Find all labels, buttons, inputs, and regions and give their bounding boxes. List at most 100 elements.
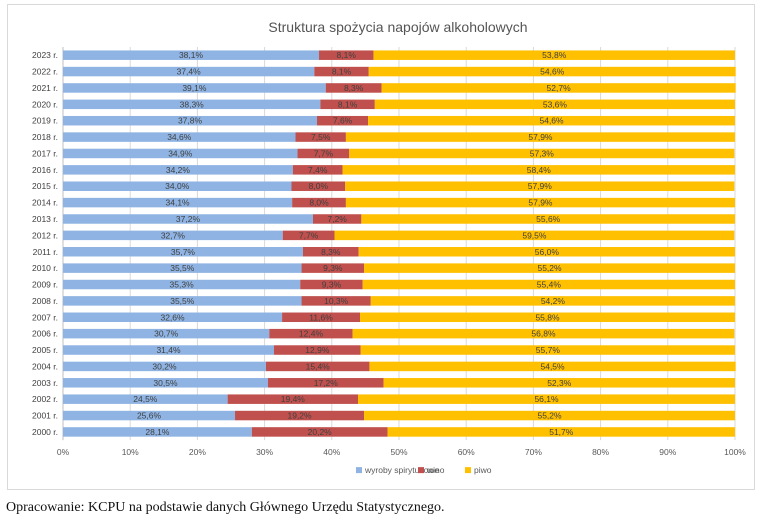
data-label: 30,7% (154, 329, 179, 339)
category-label: 2004 r. (32, 361, 58, 371)
bar-segment (360, 345, 735, 355)
x-tick-label: 0% (57, 447, 70, 457)
bar-segment (345, 197, 735, 208)
bar-segment (314, 66, 369, 77)
data-label: 59,5% (522, 230, 547, 240)
x-tick-label: 100% (724, 447, 746, 457)
bar-segment (381, 83, 736, 93)
bar-segment (63, 132, 296, 142)
data-label: 34,1% (166, 198, 191, 208)
data-label: 17,2% (314, 378, 339, 388)
data-label: 12,4% (299, 329, 324, 339)
legend-swatch (356, 467, 362, 474)
bar-segment (383, 378, 735, 388)
data-label: 32,6% (160, 312, 185, 322)
bar-segment (269, 328, 353, 339)
bar-segment (300, 279, 363, 290)
data-label: 8,1% (337, 50, 357, 60)
data-label: 57,9% (528, 132, 553, 142)
bar-segment (63, 115, 318, 126)
data-label: 56,8% (531, 329, 556, 339)
data-label: 9,3% (322, 280, 342, 290)
data-label: 38,1% (179, 50, 204, 60)
data-label: 7,7% (314, 148, 334, 158)
legend-swatch (418, 467, 424, 474)
gridlines (62, 47, 736, 441)
bar-segment (63, 165, 293, 175)
bar-segment (302, 247, 359, 257)
category-label: 2007 r. (32, 312, 58, 322)
bar-segment (345, 181, 735, 191)
data-label: 20,2% (308, 427, 333, 437)
category-label: 2023 r. (32, 50, 58, 60)
bar-segment (227, 394, 359, 404)
data-label: 30,5% (153, 378, 178, 388)
data-label: 8,1% (332, 67, 352, 77)
bar-segment (63, 296, 302, 306)
bar-segment (301, 263, 365, 273)
data-label: 57,3% (530, 148, 555, 158)
data-label: 54,6% (539, 116, 564, 126)
category-label: 2013 r. (32, 214, 58, 224)
bar-segment (364, 263, 735, 273)
bar-segment (374, 99, 735, 110)
data-label: 35,7% (171, 247, 196, 257)
data-label: 56,1% (534, 394, 559, 404)
data-label: 25,6% (137, 411, 162, 421)
bar-segment (63, 263, 302, 273)
category-label: 2017 r. (32, 148, 58, 158)
legend-label: wino (426, 465, 445, 475)
bar-segment (274, 345, 361, 355)
data-label: 10,3% (324, 296, 349, 306)
bar-segment (63, 378, 268, 388)
x-tick-label: 10% (122, 447, 139, 457)
data-label: 52,3% (547, 378, 572, 388)
data-label: 24,5% (133, 394, 158, 404)
bar-segment (63, 50, 320, 60)
bar-segment (63, 427, 252, 437)
chart-title: Struktura spożycia napojów alkoholowych (268, 19, 527, 35)
category-label: 2005 r. (32, 345, 58, 355)
category-label: 2020 r. (32, 99, 58, 109)
data-label: 34,6% (167, 132, 192, 142)
bar-segment (63, 394, 228, 404)
bar-segment (345, 132, 735, 142)
bar-segment (63, 197, 293, 208)
category-label: 2006 r. (32, 329, 58, 339)
category-label: 2008 r. (32, 296, 58, 306)
bar-segment (265, 361, 370, 372)
data-label: 8,3% (344, 83, 364, 93)
category-label: 2021 r. (32, 83, 58, 93)
data-label: 7,6% (333, 116, 353, 126)
data-label: 11,6% (309, 312, 333, 322)
data-label: 30,2% (152, 361, 177, 371)
data-label: 35,3% (170, 280, 195, 290)
category-label: 2022 r. (32, 67, 58, 77)
bar-segment (312, 214, 362, 224)
category-label: 2014 r. (32, 198, 58, 208)
x-tick-label: 60% (458, 447, 475, 457)
data-label: 12,9% (305, 345, 330, 355)
bar-segment (63, 247, 303, 257)
data-label: 52,7% (547, 83, 572, 93)
bar-segment (342, 165, 735, 175)
data-label: 8,1% (338, 99, 358, 109)
category-label: 2016 r. (32, 165, 58, 175)
bar-segment (63, 99, 321, 110)
data-label: 51,7% (549, 427, 574, 437)
data-label: 53,6% (543, 99, 568, 109)
bar-segment (63, 345, 275, 355)
bar-segment (358, 247, 735, 257)
data-label: 8,0% (309, 181, 329, 191)
data-label: 57,9% (528, 198, 553, 208)
x-tick-label: 70% (525, 447, 542, 457)
bar-segment (364, 410, 735, 421)
data-label: 54,6% (540, 67, 565, 77)
bar-segment (63, 312, 283, 323)
data-label: 7,5% (311, 132, 331, 142)
category-label: 2018 r. (32, 132, 58, 142)
data-label: 37,2% (176, 214, 201, 224)
bar-segment (362, 279, 735, 290)
legend-swatch (465, 467, 471, 474)
